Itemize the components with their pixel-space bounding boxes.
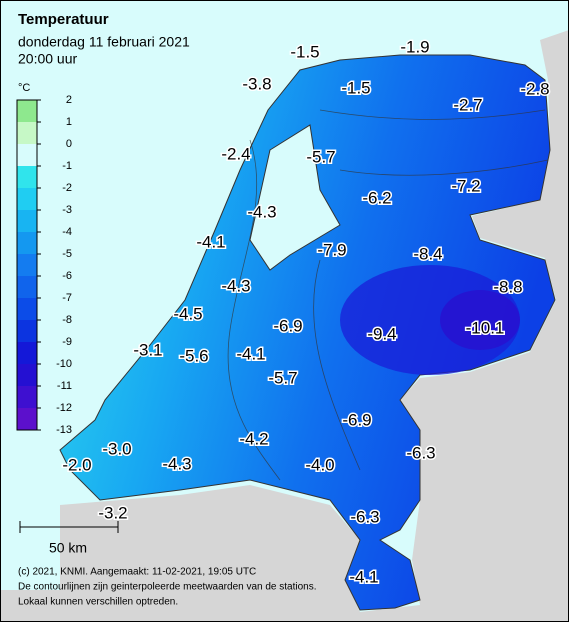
station-value: -5.7 <box>306 147 335 166</box>
legend-swatch <box>17 386 37 408</box>
legend-swatch <box>17 408 37 430</box>
station-value: -3.1 <box>133 340 162 359</box>
station-value: -1.5 <box>341 78 370 97</box>
station-value: -8.8 <box>493 277 522 296</box>
footer-line: (c) 2021, KNMI. Aangemaakt: 11-02-2021, … <box>18 567 256 578</box>
legend-tick-label: -8 <box>62 314 72 326</box>
station-value: -4.5 <box>173 304 202 323</box>
station-value: -2.4 <box>221 144 250 163</box>
station-value: -6.9 <box>342 410 371 429</box>
legend-tick-label: -7 <box>62 292 72 304</box>
station-value: -4.3 <box>221 276 250 295</box>
legend-tick-label: -5 <box>62 248 72 260</box>
station-value: -8.4 <box>413 244 442 263</box>
station-value: -4.3 <box>162 454 191 473</box>
legend-swatch <box>17 298 37 320</box>
legend-swatch <box>17 210 37 232</box>
station-value: -5.7 <box>268 368 297 387</box>
legend-swatch <box>17 276 37 298</box>
neighbour-land <box>0 30 569 622</box>
legend-swatch <box>17 166 37 188</box>
station-value: -4.1 <box>196 232 225 251</box>
legend-tick-label: 1 <box>66 116 72 128</box>
legend-swatch <box>17 342 37 364</box>
legend-tick-label: -4 <box>62 226 72 238</box>
footer-line: Lokaal kunnen verschillen optreden. <box>18 597 178 608</box>
station-value: -7.9 <box>317 240 346 259</box>
station-value: -3.8 <box>242 74 271 93</box>
station-value: -3.2 <box>98 503 127 522</box>
station-value: -2.0 <box>62 455 91 474</box>
title: Temperatuur <box>18 11 109 28</box>
legend-tick-label: -6 <box>62 270 72 282</box>
station-value: -1.9 <box>400 37 429 56</box>
legend-swatch <box>17 144 37 166</box>
legend-swatch <box>17 232 37 254</box>
legend-tick-label: -11 <box>57 380 72 392</box>
station-value: -9.4 <box>367 324 396 343</box>
station-value: -1.5 <box>290 42 319 61</box>
station-value: -4.0 <box>305 455 334 474</box>
legend-swatch <box>17 100 37 122</box>
station-value: -5.6 <box>179 346 208 365</box>
legend-swatch <box>17 122 37 144</box>
station-value: -6.2 <box>362 188 391 207</box>
legend-tick-label: -13 <box>56 424 72 436</box>
footer-line: De contourlijnen zijn geinterpoleerde me… <box>18 582 317 593</box>
legend-frame <box>16 99 38 431</box>
station-value: -2.8 <box>520 79 549 98</box>
legend-unit: °C <box>18 82 30 94</box>
legend-swatch <box>17 320 37 342</box>
legend-tick-label: -1 <box>62 160 72 172</box>
station-value: -10.1 <box>466 318 505 337</box>
legend-swatch <box>17 188 37 210</box>
station-value: -6.3 <box>350 507 379 526</box>
station-value: -2.7 <box>453 95 482 114</box>
legend-tick-label: -3 <box>62 204 72 216</box>
time: 20:00 uur <box>18 51 77 67</box>
coldest-area <box>440 290 520 350</box>
station-value: -4.1 <box>349 567 378 586</box>
station-value: -3.0 <box>102 439 131 458</box>
scale-label: 50 km <box>49 540 87 556</box>
station-value: -7.2 <box>451 176 480 195</box>
station-value: -6.3 <box>406 443 435 462</box>
station-value: -4.2 <box>239 429 268 448</box>
legend-tick-label: 0 <box>66 138 72 150</box>
ijsselmeer <box>249 124 341 271</box>
legend-tick-label: 2 <box>66 94 72 106</box>
legend-tick-label: -12 <box>56 402 72 414</box>
legend-swatch <box>17 254 37 276</box>
station-value: -6.9 <box>273 316 302 335</box>
legend-swatch <box>17 364 37 386</box>
legend-tick-label: -10 <box>56 358 72 370</box>
station-value: -4.3 <box>247 202 276 221</box>
legend-tick-label: -2 <box>62 182 72 194</box>
date: donderdag 11 februari 2021 <box>18 34 190 50</box>
legend-tick-label: -9 <box>62 336 72 348</box>
contours <box>227 109 549 481</box>
station-value: -4.1 <box>236 344 265 363</box>
